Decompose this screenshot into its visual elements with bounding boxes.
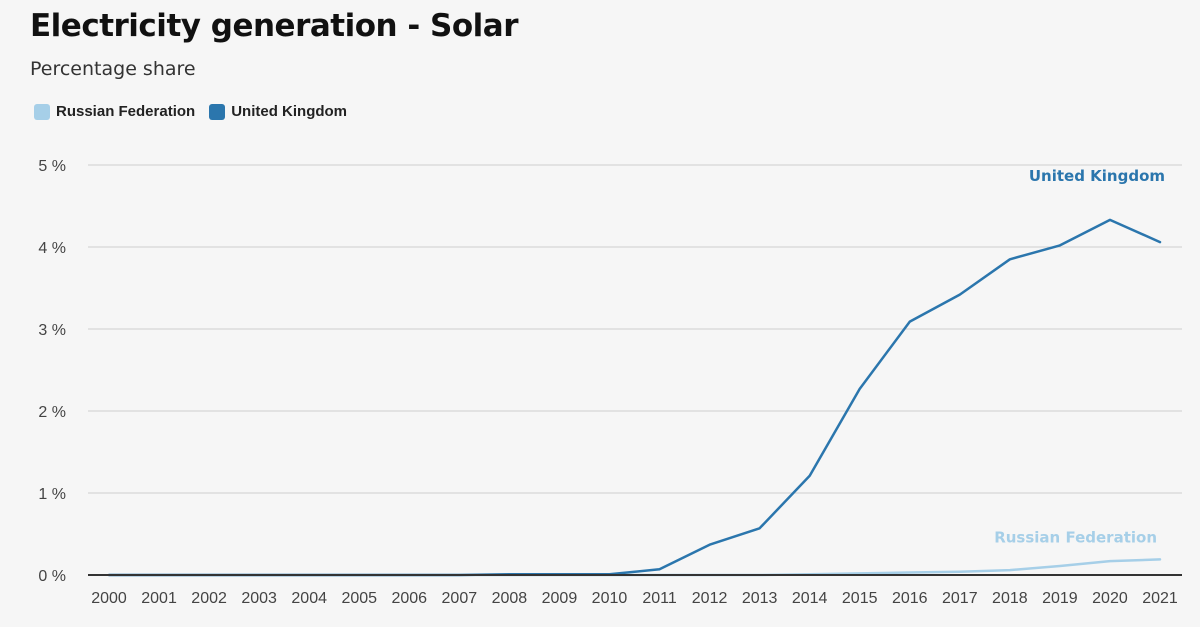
- x-tick-label-2001: 2001: [141, 590, 177, 607]
- x-tick-label-2017: 2017: [942, 590, 978, 607]
- legend-swatch-united-kingdom: [209, 103, 226, 120]
- series-annotation-russian-federation: Russian Federation: [994, 528, 1157, 546]
- legend-label-russian-federation: Russian Federation: [56, 103, 196, 120]
- x-tick-label-2011: 2011: [642, 590, 677, 607]
- y-tick-label-0: 0 %: [38, 568, 66, 585]
- x-tick-label-2004: 2004: [291, 590, 327, 607]
- x-tick-label-2021: 2021: [1142, 590, 1178, 607]
- x-tick-label-2009: 2009: [542, 590, 578, 607]
- legend-swatch-russian-federation: [34, 103, 50, 120]
- chart-title: Electricity generation - Solar: [30, 8, 519, 44]
- x-tick-label-2010: 2010: [592, 590, 628, 607]
- chart-subtitle: Percentage share: [30, 58, 196, 80]
- series-annotation-united-kingdom: United Kingdom: [1029, 167, 1165, 185]
- y-tick-label-3: 3 %: [38, 322, 66, 339]
- legend: Russian Federation United Kingdom: [34, 103, 347, 120]
- x-tick-label-2019: 2019: [1042, 590, 1078, 607]
- x-tick-label-2003: 2003: [241, 590, 277, 607]
- x-tick-label-2018: 2018: [992, 590, 1028, 607]
- y-tick-label-4: 4 %: [38, 240, 66, 257]
- x-tick-label-2000: 2000: [91, 590, 127, 607]
- x-tick-label-2015: 2015: [842, 590, 878, 607]
- y-tick-label-5: 5 %: [38, 158, 66, 175]
- x-tick-label-2016: 2016: [892, 590, 928, 607]
- x-tick-label-2002: 2002: [191, 590, 227, 607]
- x-tick-label-2014: 2014: [792, 590, 828, 607]
- y-tick-label-1: 1 %: [38, 486, 66, 503]
- x-tick-label-2007: 2007: [442, 590, 478, 607]
- legend-item-united-kingdom[interactable]: United Kingdom: [209, 103, 347, 120]
- y-tick-label-2: 2 %: [38, 404, 66, 421]
- series-line-united-kingdom: [107, 218, 1162, 577]
- x-tick-label-2006: 2006: [391, 590, 427, 607]
- x-tick-label-2020: 2020: [1092, 590, 1128, 607]
- legend-label-united-kingdom: United Kingdom: [231, 103, 348, 120]
- x-tick-label-2013: 2013: [742, 590, 778, 607]
- x-tick-label-2005: 2005: [341, 590, 377, 607]
- x-tick-label-2008: 2008: [492, 590, 528, 607]
- x-tick-label-2012: 2012: [692, 590, 728, 607]
- legend-item-russian-federation[interactable]: Russian Federation: [34, 103, 195, 120]
